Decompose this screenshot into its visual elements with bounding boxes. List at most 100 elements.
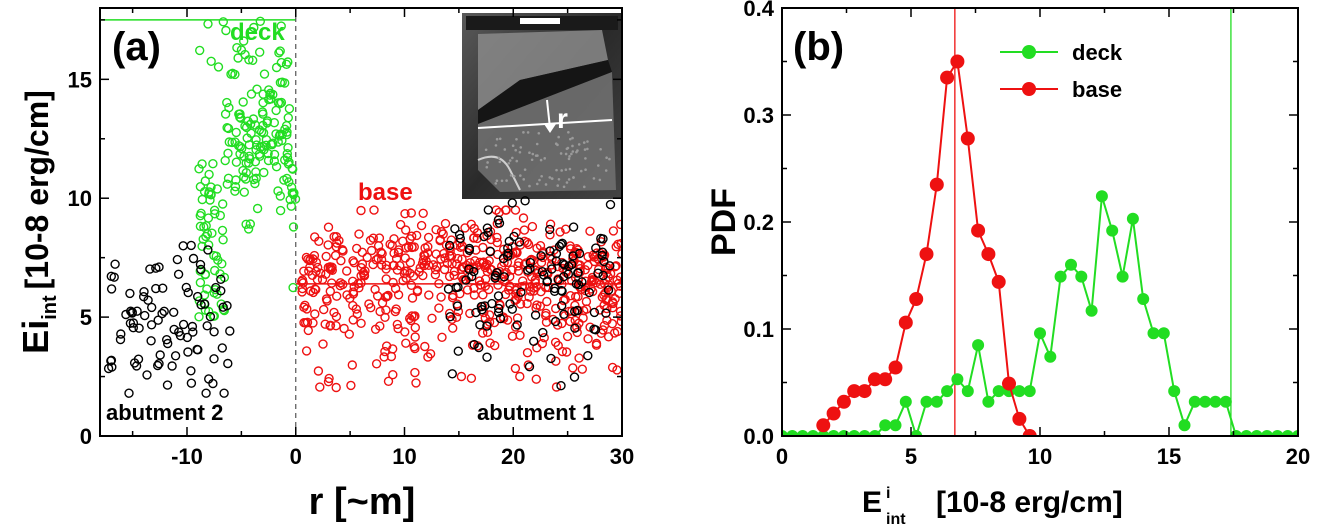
- inset-texture-dot: [565, 181, 569, 184]
- deck-pdf-marker: [796, 430, 809, 436]
- abutment-data-point: [127, 308, 137, 318]
- base-data-point: [323, 222, 334, 232]
- abutment-data-point: [196, 300, 206, 310]
- base-data-point: [466, 219, 476, 230]
- base-data-point: [420, 341, 430, 352]
- deck-data-point: [238, 97, 248, 107]
- deck-data-point: [194, 164, 204, 174]
- deck-pdf-marker: [1292, 430, 1298, 436]
- deck-data-point: [197, 194, 208, 205]
- base-data-point: [408, 271, 419, 281]
- inset-texture-dot: [537, 131, 541, 135]
- abutment-data-point: [188, 253, 199, 264]
- deck-pdf-marker: [1240, 430, 1253, 436]
- deck-data-point: [241, 219, 251, 230]
- deck-pdf-marker: [1178, 419, 1191, 432]
- inset-texture-dot: [571, 144, 574, 148]
- deck-pdf-marker: [1116, 270, 1129, 283]
- base-data-point: [375, 321, 385, 331]
- deck-data-point: [271, 161, 282, 172]
- base-data-point: [381, 260, 392, 270]
- abutment-data-point: [599, 256, 609, 267]
- abutment-data-point: [225, 326, 235, 336]
- deck-pdf-marker: [879, 419, 892, 432]
- base-data-point: [608, 303, 618, 313]
- deck-data-point: [244, 151, 254, 162]
- abutment-data-point: [539, 270, 549, 280]
- abutment-data-point: [545, 246, 555, 256]
- deck-pdf-marker: [1137, 293, 1150, 305]
- inset-texture-dot: [528, 184, 531, 188]
- base-data-point: [589, 256, 600, 267]
- base-pdf-marker: [867, 372, 882, 387]
- deck-pdf-marker: [827, 430, 840, 436]
- abutment-data-point: [219, 388, 229, 398]
- abutment-data-point: [146, 320, 157, 330]
- base-data-point: [406, 280, 417, 290]
- base-pdf-marker: [950, 54, 965, 69]
- base-data-point: [405, 313, 415, 324]
- deck-data-point: [286, 182, 297, 192]
- deck-data-point: [263, 148, 273, 159]
- inset-texture-dot: [522, 178, 526, 181]
- abutment-data-point: [211, 282, 221, 293]
- base-data-point: [431, 224, 441, 235]
- abutment-data-point: [597, 247, 608, 257]
- abutment-data-point: [106, 271, 117, 281]
- inset-texture-dot: [505, 179, 508, 182]
- abutment-data-point: [209, 327, 219, 337]
- panel-b-series: [782, 54, 1298, 436]
- base-data-point: [524, 292, 534, 302]
- base-data-point: [346, 380, 356, 391]
- abutment-data-point: [161, 335, 172, 345]
- abutment-data-point: [568, 222, 579, 232]
- abutment-data-point: [567, 259, 577, 270]
- base-pdf-marker: [1022, 429, 1037, 436]
- x-tick-label: -10: [171, 444, 203, 469]
- base-data-point: [536, 257, 547, 268]
- abutment-data-point: [157, 308, 167, 319]
- abutment-data-point: [157, 283, 168, 293]
- abutment-data-point: [125, 306, 136, 316]
- deck-data-point: [265, 90, 275, 100]
- deck-data-point: [271, 105, 281, 116]
- base-data-point: [522, 298, 532, 309]
- deck-pdf-marker: [1147, 327, 1160, 340]
- inset-texture-dot: [514, 148, 518, 152]
- base-data-point: [347, 360, 357, 370]
- deck-data-point: [235, 109, 245, 119]
- base-data-point: [423, 352, 433, 362]
- base-data-point: [574, 353, 584, 363]
- deck-data-point: [257, 107, 268, 117]
- base-data-point: [398, 236, 408, 246]
- inset-texture-dot: [605, 156, 608, 160]
- deck-pdf-marker: [868, 430, 881, 436]
- base-data-point: [393, 323, 403, 334]
- deck-data-point: [282, 148, 292, 159]
- deck-data-point: [284, 103, 295, 114]
- base-data-point: [541, 311, 551, 321]
- abutment-data-point: [547, 264, 557, 274]
- base-pdf-marker: [836, 394, 851, 409]
- deck-data-point: [275, 98, 285, 109]
- deck-data-point: [247, 55, 258, 65]
- inset-texture-dot: [567, 157, 571, 161]
- inset-texture-dot: [571, 136, 574, 140]
- deck-data-point: [266, 139, 276, 150]
- base-data-point: [475, 280, 485, 290]
- deck-pdf-marker: [961, 385, 974, 398]
- base-data-point: [334, 235, 344, 246]
- abutment-2-annotation: abutment 2: [106, 400, 223, 425]
- y-tick-label: 10: [68, 186, 92, 211]
- deck-data-point: [273, 186, 283, 196]
- deck-pdf-marker: [1209, 395, 1222, 408]
- abutment-data-point: [605, 199, 616, 210]
- abutment-data-point: [487, 298, 497, 309]
- inset-arrow: [546, 99, 551, 129]
- panel-b-y-axis-title: PDF: [705, 188, 743, 256]
- deck-data-point: [203, 240, 214, 250]
- deck-data-point: [194, 45, 205, 56]
- deck-data-point: [264, 94, 274, 105]
- abutment-data-point: [475, 320, 485, 330]
- base-data-point: [444, 308, 455, 319]
